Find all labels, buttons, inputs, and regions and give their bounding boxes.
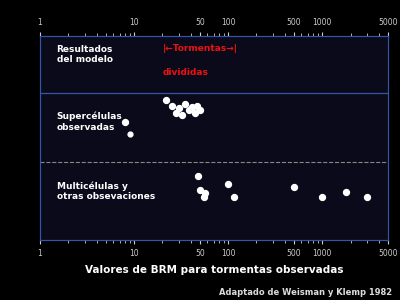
Point: [186, 108, 192, 113]
Point: [122, 120, 128, 125]
Point: [200, 195, 207, 200]
Point: [202, 191, 208, 196]
Text: Multicélulas y
otras obsevaciones: Multicélulas y otras obsevaciones: [56, 181, 155, 201]
Point: [291, 185, 297, 190]
Point: [178, 113, 185, 118]
Text: Resultados
del modelo: Resultados del modelo: [56, 45, 113, 64]
Point: [192, 110, 198, 115]
Point: [173, 110, 179, 115]
Point: [188, 105, 195, 110]
Point: [197, 187, 203, 192]
Text: Adaptado de Weisman y Klemp 1982: Adaptado de Weisman y Klemp 1982: [219, 288, 392, 297]
Point: [182, 101, 188, 106]
Point: [343, 190, 350, 194]
Point: [194, 103, 200, 108]
Point: [168, 103, 175, 108]
Point: [195, 174, 201, 179]
Point: [197, 108, 203, 113]
Point: [126, 131, 133, 136]
Point: [364, 195, 370, 200]
Text: divididas: divididas: [162, 68, 208, 77]
Point: [163, 98, 170, 103]
Point: [231, 195, 237, 200]
Point: [225, 182, 231, 187]
X-axis label: Valores de BRM para tormentas observadas: Valores de BRM para tormentas observadas: [85, 265, 343, 275]
Point: [319, 195, 326, 200]
Text: |←Tormentas→|: |←Tormentas→|: [162, 44, 238, 53]
Point: [176, 106, 182, 111]
Text: Supercélulas
observadas: Supercélulas observadas: [56, 112, 122, 132]
